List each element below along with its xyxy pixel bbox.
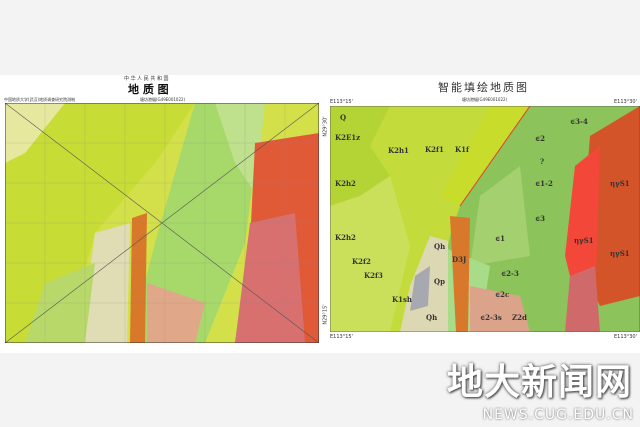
unit-label: D3J — [452, 255, 467, 264]
unit-label: Qh — [434, 242, 445, 251]
coord-bottom-right: E113°30' — [614, 334, 637, 340]
unit-label: K2f3 — [364, 271, 383, 280]
unit-label: K2h2 — [335, 179, 356, 188]
unit-label: ? — [540, 157, 544, 166]
unit-label: ∈2-3 — [501, 269, 519, 278]
unit-label: ∈2 — [535, 134, 545, 143]
coord-left-bottom: N29°15' — [322, 304, 329, 325]
unit-label: ηγS1 — [574, 236, 594, 245]
unit-label: ∈3 — [535, 214, 545, 223]
unit-label: ηγS1 — [610, 249, 630, 258]
right-map-title: 智能填绘地质图 — [438, 81, 529, 94]
left-map-title: 地 质 图 — [128, 83, 169, 96]
watermark-url: NEWS.CUG.EDU.CN — [482, 407, 634, 423]
coord-top-right: E113°30' — [614, 99, 637, 105]
unit-label: K2f2 — [352, 257, 371, 266]
coord-left-top: N29°30' — [322, 116, 329, 137]
unit-label: K2h1 — [388, 146, 409, 155]
unit-label: ∈3-4 — [570, 117, 588, 126]
coord-top-left: E113°15' — [330, 99, 353, 105]
unit-label: K1sh — [392, 295, 412, 304]
left-map-institution: 中国地质大学(武汉)地质调查研究院测制 — [4, 97, 76, 102]
unit-label: Q — [340, 113, 346, 122]
unit-label: K2E1z — [335, 133, 360, 142]
unit-label: ∈1-2 — [535, 179, 553, 188]
unit-label: K2h2 — [335, 233, 356, 242]
coord-bottom-left: E113°15' — [330, 334, 353, 340]
left-map-sheet: 塘坊港幅(G49E001022) — [140, 97, 186, 102]
unit-label: ηγS1 — [610, 179, 630, 188]
unit-label: K1f — [455, 145, 470, 154]
unit-label: Qp — [434, 277, 445, 286]
unit-label: ∈2c — [495, 290, 509, 299]
right-map-sheet: 塘坊港幅(G49E001022) — [462, 97, 508, 102]
watermark-logo: 地大新闻网 — [446, 362, 632, 403]
right-geologic-map: Q K2E1z K2h1 K2f1 K1f K2h2 K2h2 K2f2 K2f… — [330, 106, 640, 332]
left-geologic-map — [5, 103, 319, 343]
left-map-country: 中 华 人 民 共 和 国 — [124, 76, 169, 82]
unit-label: ∈1 — [495, 234, 505, 243]
unit-label: ∈2-3s — [480, 313, 502, 322]
unit-label: Qh — [426, 313, 437, 322]
unit-label: K2f1 — [425, 145, 444, 154]
unit-label: Z2d — [512, 313, 527, 322]
